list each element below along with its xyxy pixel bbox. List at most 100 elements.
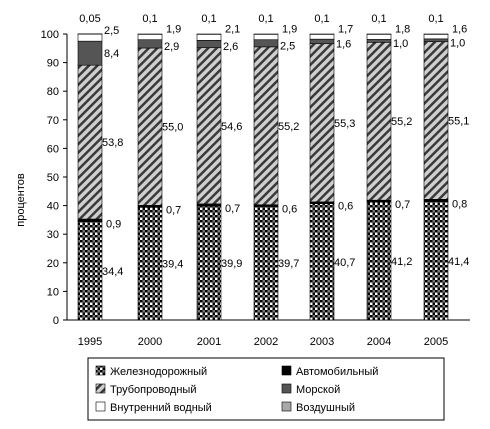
bar-segment [366, 199, 392, 203]
data-label-top: 0,1 [142, 13, 157, 25]
y-tick-label: 100 [41, 29, 59, 41]
legend-box [87, 357, 445, 421]
data-label: 2,6 [223, 41, 238, 53]
legend: Железнодорожный Автомобильный Трубопроводн… [87, 357, 445, 421]
bar-segment [196, 39, 222, 49]
bar-segment [137, 47, 163, 206]
data-label: 2,9 [164, 41, 179, 53]
legend-swatch [281, 383, 292, 394]
y-tick-label: 20 [47, 258, 59, 270]
data-label-top: 0,1 [371, 13, 386, 25]
data-label: 0,6 [338, 201, 353, 213]
data-labels: 34,4 0,9 53,8 8,4 2,5 0,05 39,4 0,7 55,0 2,9 1,9 0,… [79, 13, 469, 278]
data-label: 1,9 [166, 23, 181, 35]
legend-label: Железнодорожный [110, 366, 207, 378]
bar-segment [253, 206, 279, 321]
data-label: 39,4 [162, 259, 183, 271]
x-tick-label: 2005 [424, 336, 448, 348]
bar-segment [196, 33, 222, 41]
data-label: 1,6 [452, 23, 467, 35]
data-label: 1,8 [395, 23, 410, 35]
bar-segment [196, 47, 222, 205]
bar-segment [423, 201, 449, 321]
bar-segment [423, 33, 449, 40]
bar-segment [423, 41, 449, 200]
x-tick-label: 2004 [367, 336, 391, 348]
legend-label: Трубопроводный [110, 384, 196, 396]
data-label: 41,2 [391, 256, 412, 268]
data-label: 1,7 [338, 23, 353, 35]
data-label: 2,1 [225, 23, 240, 35]
bar-segment [423, 38, 449, 43]
data-label-top: 0,05 [79, 13, 100, 25]
bar-segment [196, 203, 222, 207]
data-label: 39,7 [278, 258, 299, 270]
x-tick-label: 2000 [138, 336, 162, 348]
bar-segment [253, 39, 279, 48]
y-tick-label: 10 [47, 286, 59, 298]
data-label: 1,6 [336, 38, 351, 50]
bar-segment [77, 64, 103, 220]
x-tick-label: 2002 [254, 336, 278, 348]
legend-swatch [281, 401, 292, 412]
data-label: 1,0 [450, 37, 465, 49]
data-label: 0,7 [166, 204, 181, 216]
legend-swatch [281, 365, 292, 376]
data-label: 55,2 [391, 116, 412, 128]
bar-segment [309, 203, 335, 321]
bar-segment [77, 218, 103, 222]
bar-segment [77, 40, 103, 66]
bar-segment [423, 199, 449, 202]
data-label: 55,2 [278, 121, 299, 133]
data-label: 41,4 [448, 256, 469, 268]
y-tick-label: 30 [47, 229, 59, 241]
axes: 0 10 20 30 40 50 60 70 80 90 100 1995 2000 2001 2002 20… [41, 29, 470, 348]
data-label: 1,0 [393, 38, 408, 50]
y-tick-label: 70 [47, 115, 59, 127]
data-label: 0,8 [452, 199, 467, 211]
y-tick-label: 90 [47, 58, 59, 70]
bar-segment [309, 33, 335, 40]
bar-segment [309, 38, 335, 45]
data-label: 0,9 [106, 219, 121, 231]
legend-label: Морской [296, 384, 340, 396]
data-label: 55,0 [162, 122, 183, 134]
x-tick-label: 2003 [310, 336, 334, 348]
bar-segment [366, 201, 392, 321]
legend-swatch [95, 383, 106, 394]
bar-segment [366, 39, 392, 43]
y-tick-label: 50 [47, 172, 59, 184]
x-tick-label: 2001 [197, 336, 221, 348]
data-label: 34,4 [102, 266, 123, 278]
bar-segment [77, 221, 103, 321]
bar-segment [137, 33, 163, 41]
data-label: 53,8 [102, 137, 123, 149]
data-label: 0,7 [395, 199, 410, 211]
data-label: 0,6 [282, 203, 297, 215]
data-label: 54,6 [221, 121, 242, 133]
data-label: 8,4 [104, 48, 119, 60]
bar-segment [253, 33, 279, 41]
bars [77, 33, 449, 321]
y-axis-label: процентов [15, 173, 27, 227]
bar-segment [137, 39, 163, 49]
data-label: 2,5 [104, 25, 119, 37]
y-tick-label: 80 [47, 86, 59, 98]
legend-swatch [95, 401, 106, 412]
x-tick-label: 1995 [78, 336, 102, 348]
data-label: 55,3 [334, 118, 355, 130]
legend-label: Воздушный [296, 402, 355, 414]
bar-segment [137, 207, 163, 321]
data-label: 0,7 [225, 203, 240, 215]
bar-segment [253, 46, 279, 206]
data-label-top: 0,1 [428, 13, 443, 25]
data-label: 1,9 [282, 23, 297, 35]
bar-segment [196, 205, 222, 321]
bar-segment [77, 33, 103, 42]
data-label-top: 0,1 [201, 13, 216, 25]
y-tick-label: 60 [47, 143, 59, 155]
bar-segment [309, 43, 335, 203]
y-tick-label: 0 [53, 315, 59, 327]
data-label: 39,9 [221, 258, 242, 270]
